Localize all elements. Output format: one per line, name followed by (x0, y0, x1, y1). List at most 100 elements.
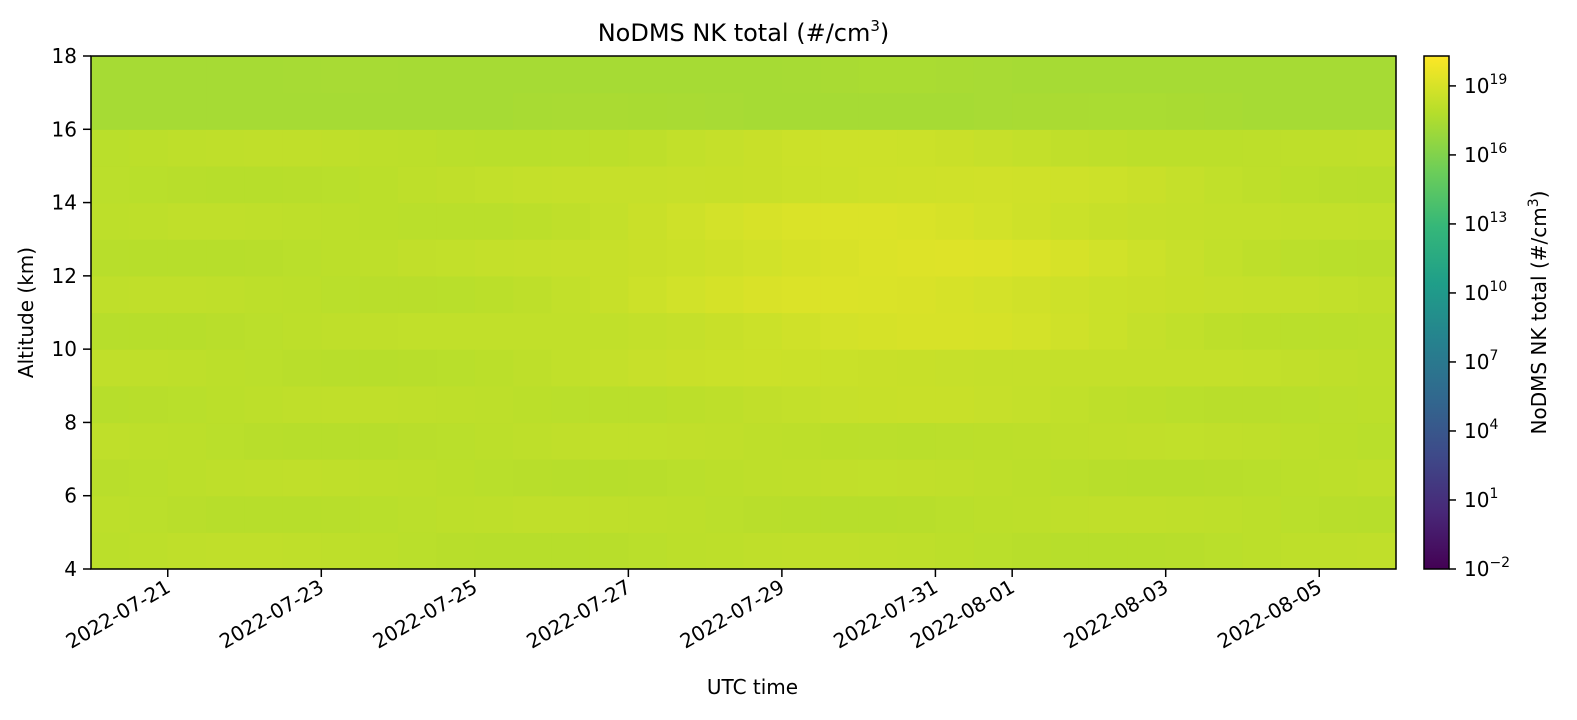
heatmap-cell (1050, 92, 1090, 130)
colorbar-tick-label: 10−2 (1464, 555, 1510, 581)
heatmap-cell (436, 495, 476, 533)
heatmap-cell (436, 129, 476, 167)
heatmap-cell (1319, 385, 1359, 424)
colorbar (1423, 55, 1450, 570)
heatmap-cell (1012, 275, 1052, 314)
heatmap-cell (705, 532, 745, 570)
heatmap-cell (589, 422, 629, 460)
heatmap-cell (858, 495, 898, 533)
heatmap-cell (1242, 385, 1282, 424)
y-tick-label: 10 (52, 337, 77, 361)
colorbar-tick-label: 107 (1464, 348, 1498, 374)
heatmap-cell (935, 165, 975, 204)
heatmap-cell (743, 239, 783, 277)
heatmap-cell (781, 239, 821, 277)
heatmap-cell (666, 202, 706, 240)
heatmap-cell (666, 56, 706, 94)
heatmap-cell (321, 275, 361, 314)
heatmap-cell (321, 459, 361, 497)
heatmap-cell (820, 495, 860, 533)
heatmap-cell (1242, 92, 1282, 130)
heatmap-cell (705, 129, 745, 167)
heatmap-cell (513, 422, 553, 460)
heatmap-cell (244, 532, 284, 570)
heatmap-cell (359, 459, 399, 497)
heatmap-cell (1280, 532, 1320, 570)
heatmap-cell (474, 312, 514, 350)
heatmap-cell (628, 202, 668, 240)
heatmap-cell (1050, 275, 1090, 314)
heatmap-cell (474, 422, 514, 460)
heatmap-cell (1088, 92, 1128, 130)
heatmap-cell (743, 165, 783, 204)
heatmap-cell (436, 385, 476, 424)
heatmap-cell (973, 202, 1013, 240)
heatmap-cell (244, 385, 284, 424)
heatmap-cell (282, 532, 322, 570)
heatmap-cell (167, 312, 207, 350)
heatmap-cell (1319, 239, 1359, 277)
heatmap-cell (551, 275, 591, 314)
heatmap-cell (282, 349, 322, 387)
heatmap-cell (513, 385, 553, 424)
heatmap-cell (167, 349, 207, 387)
heatmap-cell (1165, 312, 1205, 350)
heatmap-cell (1242, 422, 1282, 460)
heatmap-cell (1012, 202, 1052, 240)
heatmap-cell (897, 275, 937, 314)
colorbar-axis: 1019 1016 1013 1010 107 104 101 10−2 (1449, 72, 1510, 581)
x-tick-label: 2022-08-03 (1060, 575, 1173, 654)
heatmap-cell (436, 459, 476, 497)
heatmap-cell (436, 92, 476, 130)
heatmap-cell (820, 385, 860, 424)
heatmap-cell (1319, 129, 1359, 167)
heatmap-cell (1242, 312, 1282, 350)
heatmap-cell (1319, 422, 1359, 460)
heatmap-cell (1242, 495, 1282, 533)
heatmap-cell (666, 275, 706, 314)
heatmap-cell (167, 129, 207, 167)
heatmap-cell (129, 349, 169, 387)
heatmap-cell (436, 165, 476, 204)
heatmap-cell (705, 275, 745, 314)
heatmap-cell (359, 165, 399, 204)
heatmap-cell (858, 422, 898, 460)
heatmap-cell (282, 92, 322, 130)
heatmap-cell (858, 385, 898, 424)
heatmap-cell (1204, 129, 1244, 167)
heatmap-cell (91, 275, 130, 314)
heatmap-cell (820, 422, 860, 460)
heatmap-cell (244, 422, 284, 460)
heatmap-cell (206, 129, 246, 167)
heatmap-cell (1088, 165, 1128, 204)
heatmap-cell (973, 165, 1013, 204)
heatmap-cell (1127, 92, 1167, 130)
heatmap-cell (743, 495, 783, 533)
heatmap-cell (1165, 459, 1205, 497)
colorbar-tick-label: 1010 (1464, 279, 1507, 305)
heatmap-cell (436, 532, 476, 570)
heatmap-cell (1204, 275, 1244, 314)
heatmap-cell (897, 129, 937, 167)
y-tick-label: 6 (64, 484, 77, 508)
heatmap-cell (359, 202, 399, 240)
colorbar-tick-label: 101 (1464, 486, 1498, 512)
heatmap-cell (1280, 495, 1320, 533)
heatmap-cell (705, 165, 745, 204)
heatmap-cell (781, 459, 821, 497)
heatmap-cell (1127, 56, 1167, 94)
heatmap-cell (666, 495, 706, 533)
heatmap-cell (282, 129, 322, 167)
heatmap-cell (897, 239, 937, 277)
heatmap-cell (1280, 312, 1320, 350)
heatmap-cell (436, 202, 476, 240)
heatmap-cell (973, 239, 1013, 277)
heatmap-cell (513, 129, 553, 167)
heatmap-cell (1357, 349, 1397, 387)
x-axis: 2022-07-21 2022-07-23 2022-07-25 2022-07-27… (62, 569, 1326, 653)
heatmap-cell (705, 202, 745, 240)
heatmap-cell (1127, 202, 1167, 240)
heatmap-cell (1280, 422, 1320, 460)
heatmap-cell (589, 312, 629, 350)
heatmap-cell (820, 92, 860, 130)
